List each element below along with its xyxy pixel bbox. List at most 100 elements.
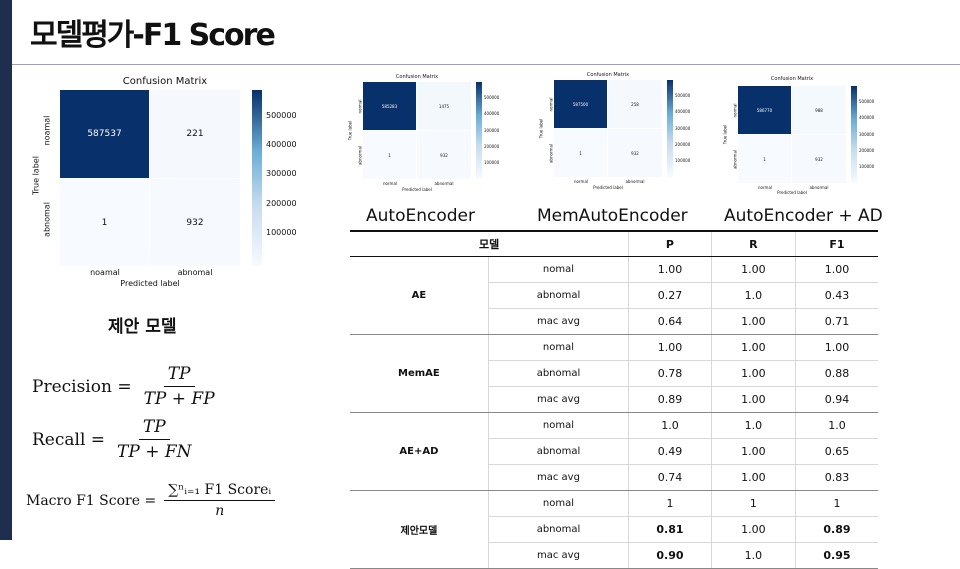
f1-cell: 0.95 <box>794 542 878 569</box>
precision-cell: 0.89 <box>628 386 712 413</box>
class-cell: mac avg <box>487 464 629 491</box>
cm-colorbar <box>667 80 673 177</box>
confusion-matrix-autoencoder-ad: Confusion Matrix 586770 988 1 932 normal… <box>722 74 882 196</box>
cm-xtick-normal: normal <box>757 185 772 190</box>
header-recall: R <box>710 230 796 257</box>
cm-xtick-normal: normal <box>573 179 588 184</box>
cm-cbar-tick: 300000 <box>859 132 875 137</box>
macro-f1-formula: Macro F1 Score = ∑ⁿᵢ₌₁ F1 Scoreᵢ n <box>26 482 276 519</box>
f1-cell: 0.65 <box>794 438 878 465</box>
cm-title: Confusion Matrix <box>395 74 439 80</box>
recall-cell: 1.00 <box>710 464 796 491</box>
class-cell: abnomal <box>487 516 629 543</box>
recall-cell: 1.00 <box>710 334 796 361</box>
cm-cbar-tick: 100000 <box>484 160 500 165</box>
class-cell: abnomal <box>487 360 629 387</box>
table-row: AE+AD nomal 1.0 1.0 1.0 <box>350 412 878 491</box>
f1-cell: 0.83 <box>794 464 878 491</box>
class-cell: nomal <box>487 334 629 361</box>
f1-cell: 0.94 <box>794 386 878 413</box>
confusion-matrix-memautoencoder: Confusion Matrix 587500 258 1 932 normal… <box>539 70 700 192</box>
precision-cell: 1.00 <box>628 256 712 283</box>
cm-x-label: Predicted label <box>593 185 623 190</box>
cm-cbar-tick: 300000 <box>675 126 691 131</box>
f1-cell: 1.00 <box>794 256 878 283</box>
precision-cell: 0.81 <box>628 516 712 543</box>
caption-memautoencoder: MemAutoEncoder <box>537 206 688 226</box>
precision-cell: 0.49 <box>628 438 712 465</box>
header-model: 모델 <box>350 230 629 257</box>
precision-cell: 1.00 <box>628 334 712 361</box>
cm-cell-fn: 1 <box>60 179 149 266</box>
table-row: abnomal 0.78 1.00 0.88 <box>350 360 878 387</box>
cm-y-label: True label <box>31 156 41 195</box>
recall-cell: 1.0 <box>710 542 796 569</box>
table-row: mac avg 0.89 1.00 0.94 <box>350 386 878 413</box>
cm-ytick-abnormal: abnormal <box>548 144 554 164</box>
recall-cell: 1 <box>710 490 796 517</box>
recall-cell: 1.0 <box>710 282 796 309</box>
cm-ytick-abnormal: abnomal <box>42 202 52 237</box>
precision-formula: Precision = TP TP + FP <box>32 364 219 409</box>
f1-cell: 0.71 <box>794 308 878 335</box>
cm-cell-fp: 258 <box>608 80 662 128</box>
formula-denominator: TP + FP <box>143 389 215 409</box>
precision-cell: 0.78 <box>628 360 712 387</box>
class-cell: abnomal <box>487 438 629 465</box>
f1-cell: 1.0 <box>794 412 878 439</box>
cm-xtick-abnormal: abnomal <box>177 268 213 277</box>
cm-cell-tp: 932 <box>417 131 471 179</box>
formula-denominator: n <box>215 503 225 519</box>
cm-cbar-tick: 100000 <box>675 158 691 163</box>
results-table: 모델 P R F1 AE nomal 1.00 1.00 1.00 abnomal 0.27… <box>350 230 878 569</box>
cm-y-label: True label <box>722 124 728 145</box>
cm-cbar-tick: 300000 <box>484 128 500 133</box>
f1-cell: 0.88 <box>794 360 878 387</box>
cm-ytick-normal: normal <box>732 103 738 118</box>
cm-cell-tp: 932 <box>608 129 662 177</box>
table-header-row: 모델 P R F1 <box>350 230 878 257</box>
cm-colorbar <box>252 90 262 266</box>
precision-cell: 0.74 <box>628 464 712 491</box>
formula-numerator: TP <box>138 417 170 440</box>
cm-cbar-tick: 200000 <box>675 142 691 147</box>
cm-ytick-normal: noamal <box>42 115 52 146</box>
cm-title: Confusion Matrix <box>770 76 814 82</box>
cm-cell-tn: 585283 <box>363 82 416 130</box>
cm-cell-tp: 932 <box>150 179 240 266</box>
recall-cell: 1.00 <box>710 516 796 543</box>
confusion-matrix-proposed: Confusion Matrix 587537 221 1 932 noamal… <box>30 74 330 294</box>
formula-numerator: TP <box>163 364 195 387</box>
formula-fraction: TP TP + FP <box>140 364 219 409</box>
cm-ytick-normal: normal <box>548 97 554 112</box>
class-cell: nomal <box>487 412 629 439</box>
cm-cbar-tick: 500000 <box>675 93 691 98</box>
cm-cbar-tick: 500000 <box>266 111 297 120</box>
cm-xtick-normal: noamal <box>90 268 120 277</box>
cm-cell-fn: 1 <box>738 135 791 183</box>
class-cell: nomal <box>487 490 629 517</box>
model-name-cell: AE+AD <box>350 412 489 491</box>
table-row: MemAE nomal 1.00 1.00 1.00 <box>350 334 878 413</box>
cm-cbar-tick: 100000 <box>859 164 875 169</box>
cm-title: Confusion Matrix <box>122 76 208 87</box>
cm-cell-fp: 988 <box>792 86 846 134</box>
recall-cell: 1.00 <box>710 308 796 335</box>
caption-autoencoder-ad: AutoEncoder + AD <box>724 206 883 226</box>
cm-cbar-tick: 200000 <box>484 144 500 149</box>
precision-cell: 1 <box>628 490 712 517</box>
cm-cell-tn: 587537 <box>60 90 149 178</box>
cm-cell-fp: 221 <box>150 90 240 178</box>
accent-side-bar <box>0 0 12 540</box>
cm-cbar-tick: 200000 <box>266 199 297 208</box>
f1-cell: 1.00 <box>794 334 878 361</box>
recall-cell: 1.00 <box>710 386 796 413</box>
table-row: abnomal 0.81 1.00 0.89 <box>350 516 878 543</box>
cm-cbar-tick: 400000 <box>266 140 297 149</box>
cm-xtick-abnormal: abnormal <box>809 185 829 190</box>
cm-cell-fp: 1475 <box>417 82 471 130</box>
formula-denominator: TP + FN <box>117 442 192 462</box>
model-name-cell: MemAE <box>350 334 489 413</box>
header-precision: P <box>628 230 712 257</box>
proposal-heading: 제안 모델 <box>108 317 177 337</box>
